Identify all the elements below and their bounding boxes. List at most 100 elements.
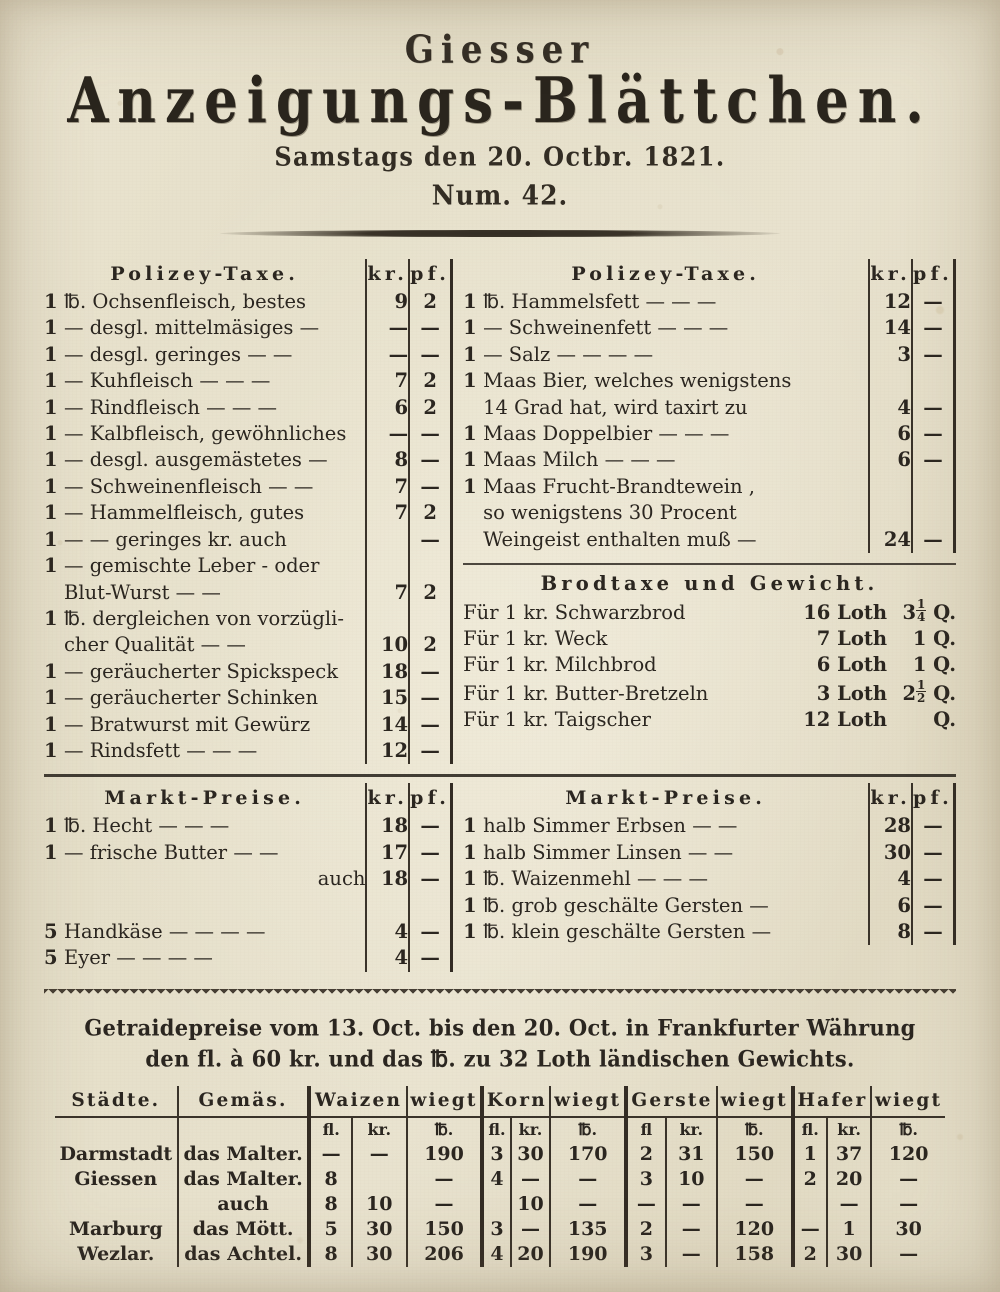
row-quantity: 1: [44, 501, 58, 525]
price-row: cher Qualität — — 10 2: [44, 632, 454, 659]
grain-cell-gerste-wiegt: —: [715, 1191, 793, 1217]
grain-title-line1: Getraidepreise vom 13. Oct. bis den 20. …: [84, 1014, 916, 1041]
bread-row: Für 1 kr. Taigscher 12 Loth Q.: [463, 707, 956, 733]
grain-col-header: Städte.: [71, 1089, 161, 1111]
row-quantity: 5: [44, 946, 58, 970]
grain-cell-korn-fl: 4: [480, 1166, 511, 1192]
market-left-table: Markt-Preise. kr. pf. 1 ℔. Hecht — — —18—…: [44, 783, 454, 972]
row-quantity: 1: [44, 369, 58, 393]
row-kreuzer-value: 9: [365, 289, 410, 316]
row-quantity: [463, 395, 483, 421]
row-quantity: 1: [463, 422, 477, 446]
row-pfennig-value: —: [408, 315, 454, 342]
col-header-pf: pf.: [408, 259, 454, 290]
row-pfennig-value: [408, 892, 454, 919]
grain-cell-gerste-wiegt: 150: [715, 1141, 793, 1167]
market-left-heading: Markt-Preise.: [104, 787, 306, 810]
row-quantity: 1: [44, 606, 58, 630]
row-description: — Hammelfleisch, gutes: [64, 501, 305, 525]
grain-cell-hafer-fl: —: [790, 1216, 827, 1242]
price-row: 1— Rindsfett — — — 12—: [44, 737, 454, 765]
grain-cell-korn-fl: [480, 1191, 511, 1217]
section-heading-row: Polizey-Taxe. kr. pf.: [44, 259, 454, 290]
row-kreuzer-value: 7: [365, 368, 410, 395]
price-row: 1— frische Butter — — 17—: [44, 839, 454, 867]
row-kreuzer-value: 3: [868, 341, 912, 369]
price-row: 1— Schweinenfleisch — — 7—: [44, 473, 454, 501]
grain-cell-korn-kr: —: [509, 1216, 551, 1242]
market-section-divider: [0, 774, 1000, 778]
row-pfennig-value: [911, 368, 956, 395]
grain-cell-gerste-wiegt: 158: [715, 1241, 793, 1267]
row-kreuzer-value: 4: [365, 918, 410, 946]
price-row: 1 ℔. klein geschälte Gersten — 8—: [463, 918, 956, 946]
row-quantity: 1: [44, 422, 58, 446]
row-quantity: 1: [44, 342, 58, 366]
row-description: auch: [317, 867, 366, 891]
row-pfennig-value: —: [911, 866, 956, 893]
market-divider-rule: [44, 774, 956, 778]
grain-cell-korn-fl: 4: [480, 1241, 511, 1267]
row-pfennig-value: —: [911, 813, 956, 840]
grain-cell-hafer-kr: 37: [825, 1141, 872, 1167]
row-pfennig-value: 2: [408, 632, 454, 659]
grain-cell-hafer-wiegt: —: [870, 1166, 945, 1192]
row-quantity: 1: [463, 919, 477, 943]
price-row: 1— Hammelfleisch, gutes 7 2: [44, 500, 454, 527]
bread-item-label: Für 1 kr. Milchbrod: [463, 653, 657, 677]
market-left-column: Markt-Preise. kr. pf. 1 ℔. Hecht — — —18—…: [44, 783, 454, 972]
bread-weight-loth: 3 Loth: [816, 681, 888, 705]
price-row: 1— geräucherter Schinken 15—: [44, 685, 454, 712]
grain-col-header: Waizen: [307, 1085, 407, 1117]
price-row: 5 Eyer — — — — 4—: [44, 945, 454, 972]
row-pfennig-value: —: [408, 447, 454, 474]
grain-cell-waizen-kr: 10: [350, 1191, 407, 1217]
bread-item-label: Für 1 kr. Taigscher: [463, 708, 651, 732]
bread-item-label: Für 1 kr. Weck: [463, 626, 608, 650]
row-quantity: [44, 580, 64, 606]
row-quantity: 1: [44, 474, 58, 498]
price-row: 1 Maas Bier, welches wenigstens: [463, 368, 956, 395]
row-pfennig-value: [408, 605, 454, 633]
row-description: — Schweinenfleisch — —: [64, 474, 314, 498]
section-heading-row: Markt-Preise. kr. pf.: [44, 783, 454, 814]
row-pfennig-value: —: [911, 839, 956, 867]
row-description: so wenigstens 30 Procent: [483, 501, 737, 525]
row-description: Blut-Wurst — —: [64, 580, 221, 604]
grain-cell-waizen-wiegt: 206: [405, 1241, 483, 1267]
row-description: — Bratwurst mit Gewürz: [64, 712, 311, 736]
bread-tax-divider-rule: [463, 563, 956, 566]
masthead-city: Giesser: [404, 27, 596, 73]
row-pfennig-value: —: [911, 421, 956, 448]
grain-cell-korn-wiegt: 170: [549, 1141, 627, 1167]
grain-cell-gerste-fl: 3: [624, 1166, 666, 1192]
masthead-title: Anzeigungs-Blättchen.: [67, 64, 933, 138]
row-quantity: 1: [463, 867, 477, 891]
row-description: cher Qualität — —: [64, 633, 246, 657]
grain-cell-hafer-fl: [790, 1191, 827, 1217]
row-pfennig-value: —: [911, 394, 956, 422]
grain-cell-hafer-wiegt: —: [870, 1191, 945, 1217]
grain-cell-gerste-kr: 31: [664, 1141, 717, 1167]
row-description: — desgl. ausgemästetes —: [64, 448, 328, 472]
row-pfennig-value: —: [408, 839, 454, 867]
row-description: ℔. dergleichen von vorzügli-: [64, 606, 344, 630]
col-header-kr: kr.: [868, 259, 912, 290]
row-kreuzer-value: 12: [868, 289, 912, 316]
row-quantity: [44, 893, 64, 919]
price-row: 1— Schweinenfett — — — 14—: [463, 315, 956, 342]
row-pfennig-value: —: [408, 473, 454, 501]
row-pfennig-value: —: [911, 341, 956, 369]
price-row: 1— geräucherter Spickspeck 18—: [44, 658, 454, 686]
grain-cell-hafer-wiegt: 30: [870, 1216, 945, 1242]
police-tax-right-table: Polizey-Taxe. kr. pf. 1 ℔. Hammelsfett — …: [463, 259, 956, 554]
grain-city-name: [55, 1192, 178, 1217]
grain-price-table: Städte. Gemäs. Waizen wiegt Korn wiegt Gerste w…: [55, 1085, 945, 1267]
row-kreuzer-value: [868, 368, 912, 395]
grain-subcol-header: fl: [624, 1115, 666, 1142]
col-header-kr: kr.: [365, 259, 410, 290]
row-pfennig-value: —: [408, 813, 454, 840]
row-kreuzer-value: —: [365, 315, 410, 342]
